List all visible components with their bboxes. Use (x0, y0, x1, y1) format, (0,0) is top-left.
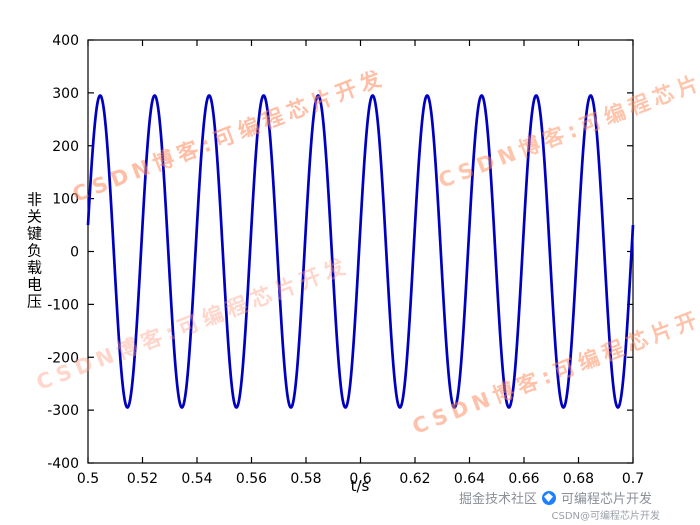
juejin-author: 可编程芯片开发 (560, 492, 652, 507)
axes-box (87, 39, 634, 464)
csdn-credit: CSDN@可编程芯片开发 (551, 511, 660, 522)
y-tick-label: 100 (52, 192, 79, 208)
x-tick-label: 0.54 (181, 471, 212, 487)
y-tick-label: -300 (47, 403, 79, 419)
x-tick-label: 0.68 (563, 471, 594, 487)
y-tick-label: 200 (52, 139, 79, 155)
juejin-logo-icon (541, 490, 556, 505)
y-axis-label: 非关键负载电压 (25, 191, 43, 311)
voltage-waveform (86, 94, 635, 409)
x-tick-label: 0.5 (77, 471, 99, 487)
y-tick-label: 0 (70, 245, 79, 261)
x-tick-label: 0.56 (236, 471, 267, 487)
x-tick-label: 0.58 (290, 471, 321, 487)
y-tick-label: -400 (47, 456, 79, 472)
x-tick-label: 0.62 (399, 471, 430, 487)
juejin-credit: 掘金技术社区 可编程芯片开发 (459, 488, 652, 507)
y-tick-label: 400 (52, 33, 79, 49)
y-tick-label: -200 (47, 350, 79, 366)
juejin-label: 掘金技术社区 (458, 492, 537, 507)
y-tick-label: -100 (47, 297, 79, 313)
y-tick-label: 300 (52, 86, 79, 102)
x-tick-label: 0.7 (622, 471, 644, 487)
x-tick-label: 0.64 (454, 471, 485, 487)
x-axis-label: t/s (350, 477, 370, 495)
x-tick-label: 0.6 (349, 471, 371, 487)
x-tick-label: 0.52 (127, 471, 158, 487)
x-tick-label: 0.66 (508, 471, 539, 487)
